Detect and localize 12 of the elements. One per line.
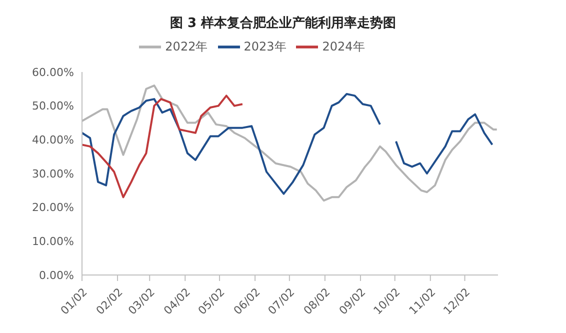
line-series xyxy=(82,94,244,198)
chart-title: 图 3 样本复合肥企业产能利用率走势图 xyxy=(168,14,398,33)
y-tick-label: 30.00% xyxy=(32,167,74,180)
legend-label: 2023年 xyxy=(244,39,286,54)
y-tick-label: 40.00% xyxy=(32,134,74,147)
y-tick-label: 20.00% xyxy=(32,201,74,214)
y-tick-label: 50.00% xyxy=(32,100,74,113)
legend-label: 2022年 xyxy=(165,39,208,54)
y-tick-label: 10.00% xyxy=(32,235,74,248)
y-tick-label: 60.00% xyxy=(32,66,74,79)
legend-label: 2024年 xyxy=(322,39,365,54)
y-tick-label: 0.00% xyxy=(39,268,74,282)
